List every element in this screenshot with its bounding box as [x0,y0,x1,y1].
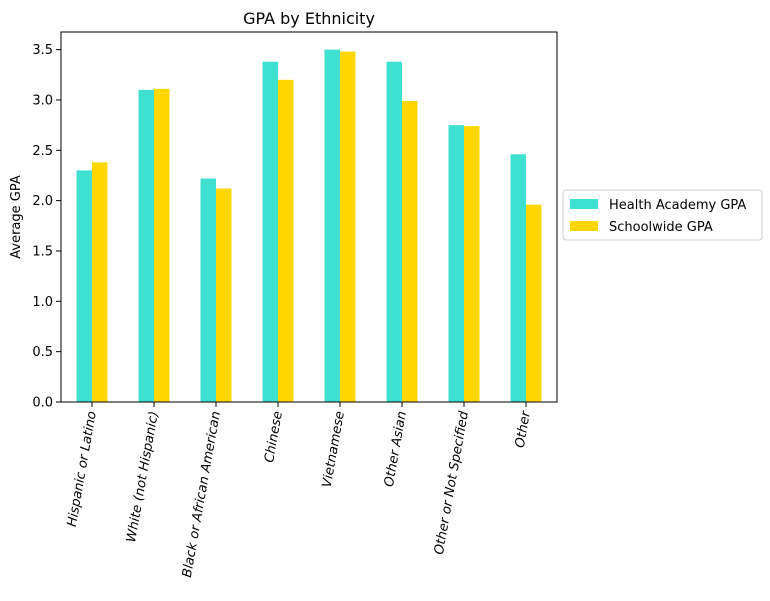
legend-label-health-academy: Health Academy GPA [609,198,746,213]
legend-swatch-health-academy [570,199,598,209]
x-tick-label: Other [513,408,534,449]
x-tick-label: Other or Not Specified [432,409,472,555]
y-tick-label: 0.0 [32,396,53,411]
x-tick-label: Hispanic or Latino [65,410,100,528]
y-axis-ticks: 0.0 0.5 1.0 1.5 2.0 2.5 3.0 3.5 [32,43,61,411]
y-tick-label: 2.0 [32,194,53,209]
bar-health-academy-3 [262,61,278,402]
bar-health-academy-1 [138,89,154,402]
legend-box [562,189,763,241]
x-tick-label: Black or African American [180,410,224,579]
y-tick-label: 1.5 [32,244,53,259]
y-tick-label: 1.0 [32,295,53,310]
bar-schoolwide-4 [340,51,356,402]
bar-schoolwide-1 [154,88,170,403]
bar-schoolwide-0 [92,162,108,402]
y-tick-label: 3.0 [32,93,53,108]
bar-schoolwide-6 [464,126,480,403]
bars-layer [76,49,542,403]
bar-health-academy-6 [448,125,464,403]
bar-schoolwide-2 [216,188,232,402]
chart-title: GPA by Ethnicity [243,9,375,28]
x-tick-label: Other Asian [382,410,410,488]
legend: Health Academy GPA Schoolwide GPA [562,189,763,241]
bar-health-academy-2 [200,178,216,402]
y-axis-label: Average GPA [9,175,24,259]
y-tick-label: 2.5 [32,144,53,159]
bar-schoolwide-5 [402,100,418,402]
bar-health-academy-4 [324,49,340,402]
x-axis-ticks: Hispanic or Latino White (not Hispanic) Bl… [65,402,534,579]
y-tick-label: 0.5 [32,345,53,360]
bar-health-academy-5 [386,61,402,402]
y-tick-label: 3.5 [32,43,53,58]
x-tick-label: Vietnamese [320,410,348,489]
legend-swatch-schoolwide [570,221,598,231]
bar-health-academy-7 [510,154,526,402]
plot-area-frame [60,31,558,403]
bar-health-academy-0 [76,170,92,402]
x-tick-label: White (not Hispanic) [124,410,162,543]
bar-schoolwide-3 [278,79,294,403]
bar-schoolwide-7 [526,204,542,402]
x-tick-label: Chinese [262,410,286,464]
legend-label-schoolwide: Schoolwide GPA [609,220,713,235]
